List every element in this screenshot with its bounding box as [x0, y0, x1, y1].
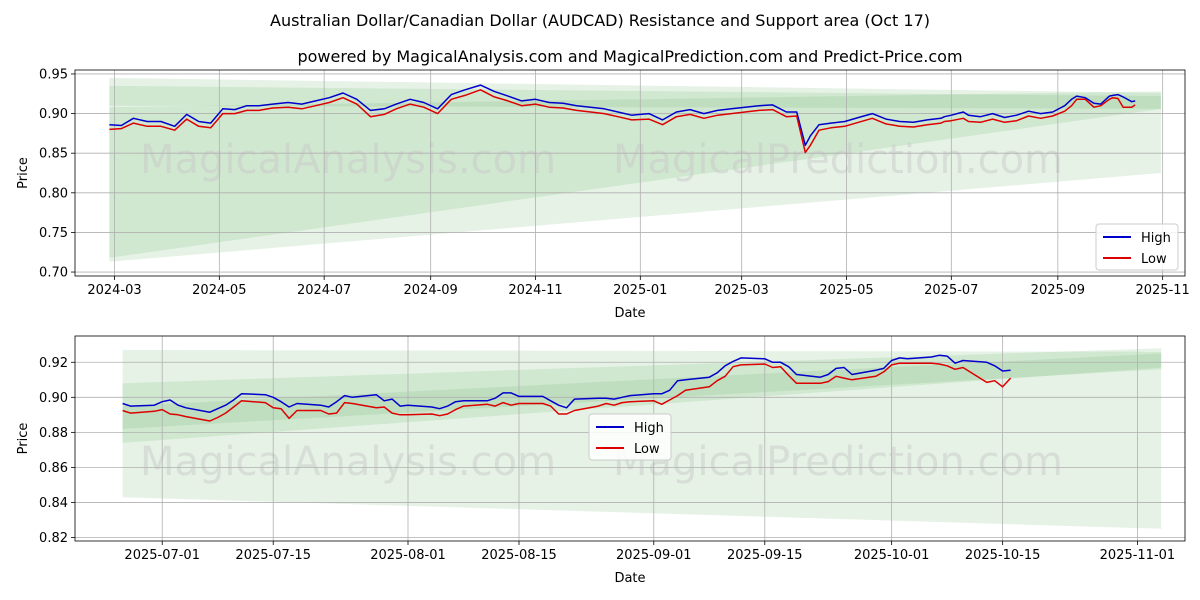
- x-tick-label: 2025-07-01: [124, 548, 200, 563]
- x-tick-label: 2025-01: [613, 283, 667, 298]
- legend-label-high: High: [634, 421, 664, 436]
- y-tick-label: 0.75: [39, 226, 68, 241]
- watermark-1: MagicalAnalysis.com: [140, 137, 556, 183]
- series-line-high: [109, 84, 1136, 147]
- support-resistance-band-2: [109, 85, 1161, 258]
- watermark-2: MagicalPrediction.com: [613, 439, 1063, 485]
- x-tick-label: 2025-10-01: [854, 548, 930, 563]
- axes-frame: [74, 69, 1186, 277]
- y-tick-label: 0.84: [39, 496, 68, 511]
- series-line-low: [122, 362, 1012, 422]
- x-tick-label: 2025-03: [715, 283, 769, 298]
- y-tick-label: 0.92: [39, 356, 68, 371]
- y-tick-label: 0.90: [39, 391, 68, 406]
- chart-title: Australian Dollar/Canadian Dollar (AUDCA…: [270, 11, 930, 30]
- x-tick-label: 2024-11: [508, 283, 562, 298]
- x-tick-label: 2024-09: [404, 283, 458, 298]
- x-tick-label: 2025-08-15: [481, 548, 557, 563]
- x-tick-label: 2025-11-01: [1100, 548, 1176, 563]
- legend: High Low: [1095, 223, 1179, 271]
- x-tick-label: 2025-08-01: [370, 548, 446, 563]
- support-resistance-band-2: [122, 348, 1162, 443]
- support-resistance-band-3: [109, 91, 1161, 262]
- x-tick-label: 2025-09: [1031, 283, 1085, 298]
- watermark-2: MagicalPrediction.com: [613, 137, 1063, 183]
- x-tick-label: 2025-07-15: [235, 548, 311, 563]
- y-tick-label: 0.90: [39, 107, 68, 122]
- y-tick-label: 0.85: [39, 147, 68, 162]
- watermark-1: MagicalAnalysis.com: [140, 439, 556, 485]
- y-tick-label: 0.88: [39, 426, 68, 441]
- y-tick-label: 0.86: [39, 461, 68, 476]
- support-resistance-band-1: [109, 77, 1161, 109]
- x-tick-label: 2025-09-15: [727, 548, 803, 563]
- x-tick-label: 2024-07: [297, 283, 351, 298]
- x-axis-label: Date: [614, 571, 645, 586]
- series-line-high: [122, 354, 1011, 413]
- y-tick-label: 0.70: [39, 266, 68, 281]
- support-resistance-band-1: [122, 350, 1162, 429]
- y-axis-label: Price: [16, 423, 31, 455]
- x-tick-label: 2025-11: [1135, 283, 1189, 298]
- x-tick-label: 2025-07: [924, 283, 978, 298]
- legend-label-low: Low: [1141, 252, 1167, 267]
- chart-subtitle: powered by MagicalAnalysis.com and Magic…: [297, 47, 962, 66]
- x-tick-label: 2025-10-15: [965, 548, 1041, 563]
- x-tick-label: 2025-05: [819, 283, 873, 298]
- plot-area: MagicalAnalysis.com MagicalPrediction.com: [75, 336, 1185, 541]
- x-tick-label: 2024-03: [87, 283, 141, 298]
- plot-area: MagicalAnalysis.com MagicalPrediction.com: [75, 70, 1185, 276]
- y-axis-label: Price: [16, 157, 31, 189]
- legend: High Low: [588, 413, 672, 461]
- series-line-low: [109, 89, 1136, 154]
- legend-label-low: Low: [634, 442, 660, 457]
- y-tick-label: 0.80: [39, 186, 68, 201]
- legend-label-high: High: [1141, 231, 1171, 246]
- top-chart-panel: MagicalAnalysis.com MagicalPrediction.com…: [16, 67, 1190, 321]
- y-tick-label: 0.95: [39, 67, 68, 82]
- x-tick-label: 2024-05: [192, 283, 246, 298]
- bottom-chart-panel: MagicalAnalysis.com MagicalPrediction.com…: [16, 335, 1186, 586]
- x-axis-label: Date: [614, 306, 645, 321]
- y-tick-label: 0.82: [39, 531, 68, 546]
- x-tick-label: 2025-09-01: [616, 548, 692, 563]
- axes-frame: [74, 335, 1186, 542]
